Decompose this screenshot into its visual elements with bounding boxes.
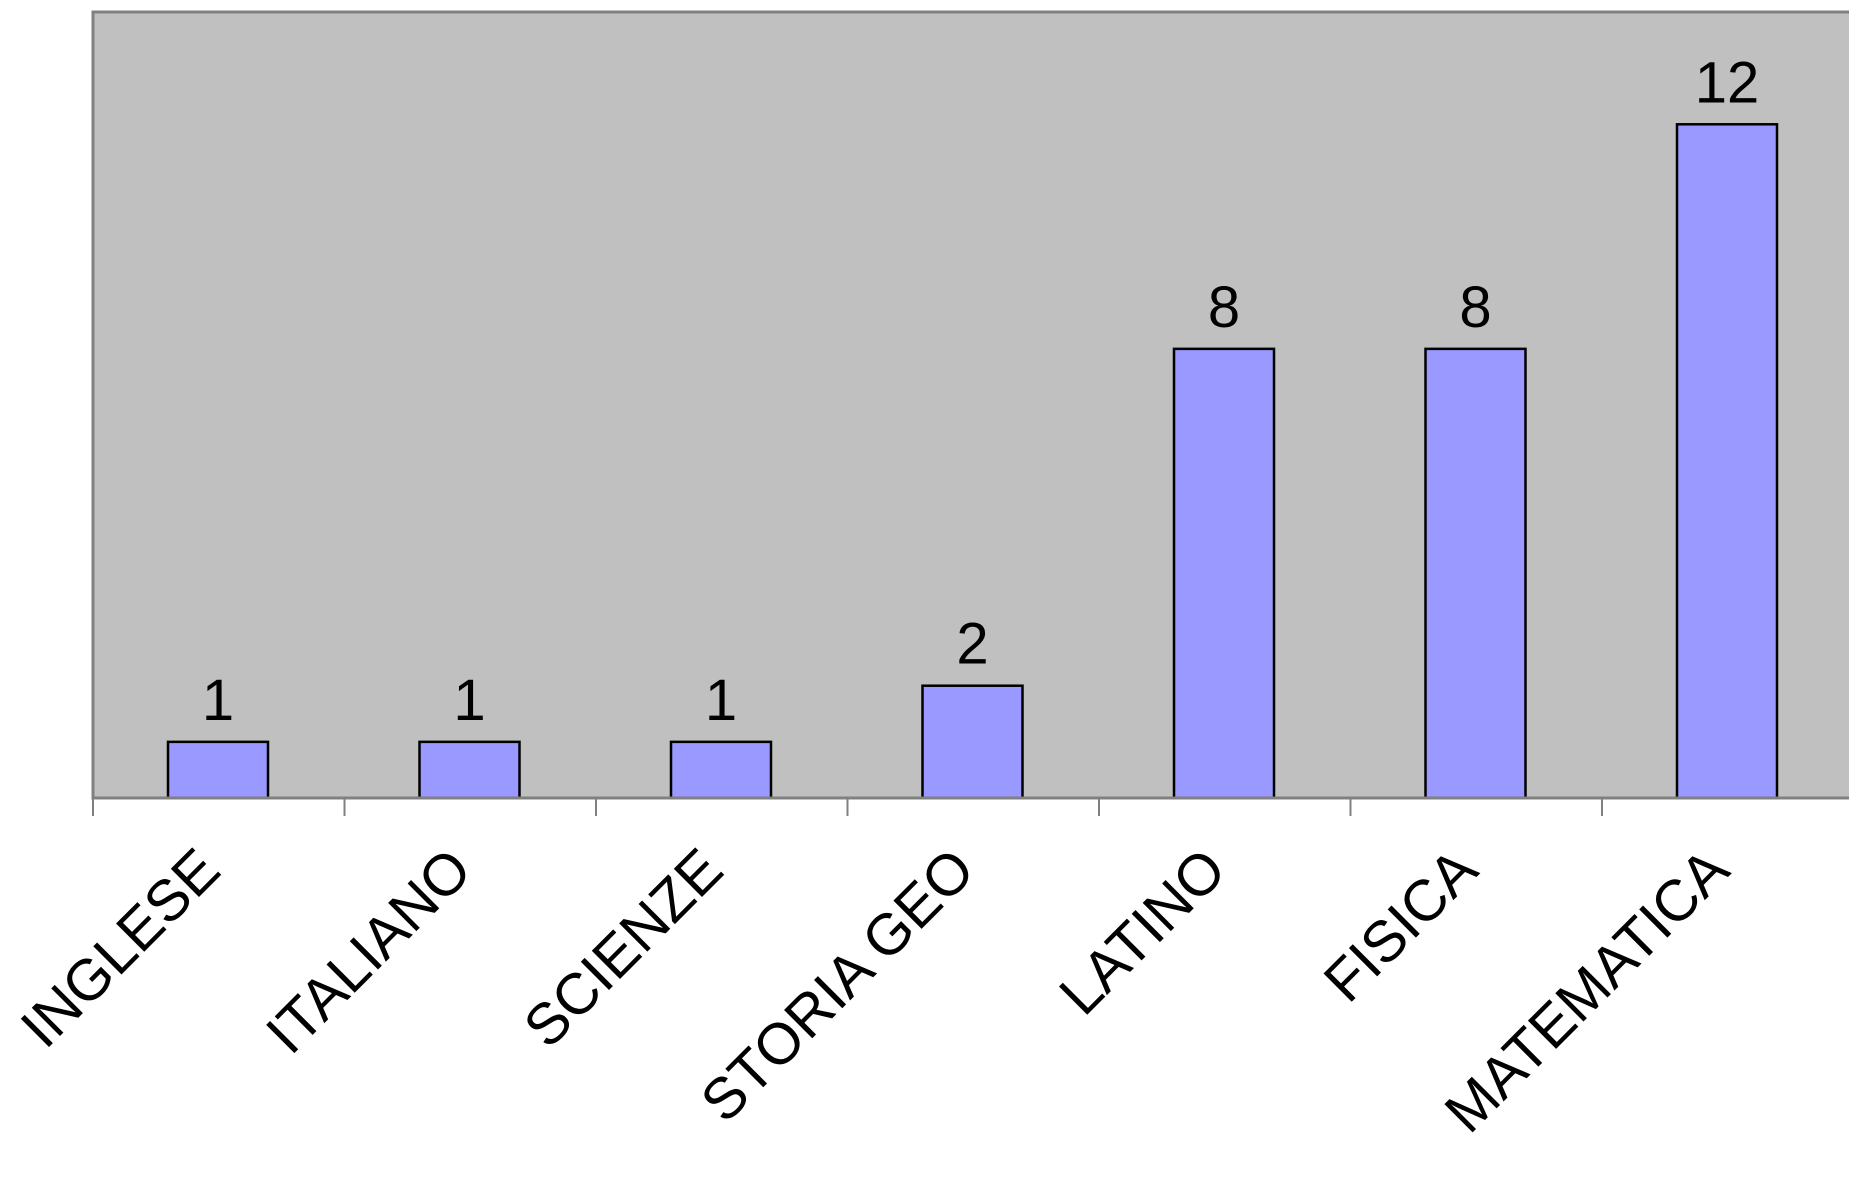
data-label-inglese: 1 [202,668,234,733]
bar-italiano [418,740,521,800]
bar-scienze [669,740,773,800]
data-label-fisica: 8 [1459,275,1491,340]
data-label-italiano: 1 [453,668,485,733]
category-label-italiano: ITALIANO [254,836,484,1066]
bars-group [166,123,1779,800]
data-label-matematica: 12 [1695,50,1760,115]
category-label-inglese: INGLESE [8,836,232,1060]
data-label-latino: 8 [1208,275,1240,340]
category-label-latino: LATINO [1047,836,1238,1027]
data-label-storia-geo: 2 [956,612,988,677]
bar-inglese [166,740,270,800]
bar-storia-geo [921,684,1024,800]
bar-matematica [1675,123,1779,800]
data-labels-group: 1 1 128 812 [202,50,1759,733]
category-label-fisica: FISICA [1312,836,1490,1014]
data-label-scienze: 1 [705,668,737,733]
plot-area [91,10,1849,800]
category-label-scienze: SCIENZE [511,836,735,1060]
bar-fisica [1424,347,1527,800]
bar-latino [1172,347,1276,800]
x-axis-ticks [92,798,1603,816]
